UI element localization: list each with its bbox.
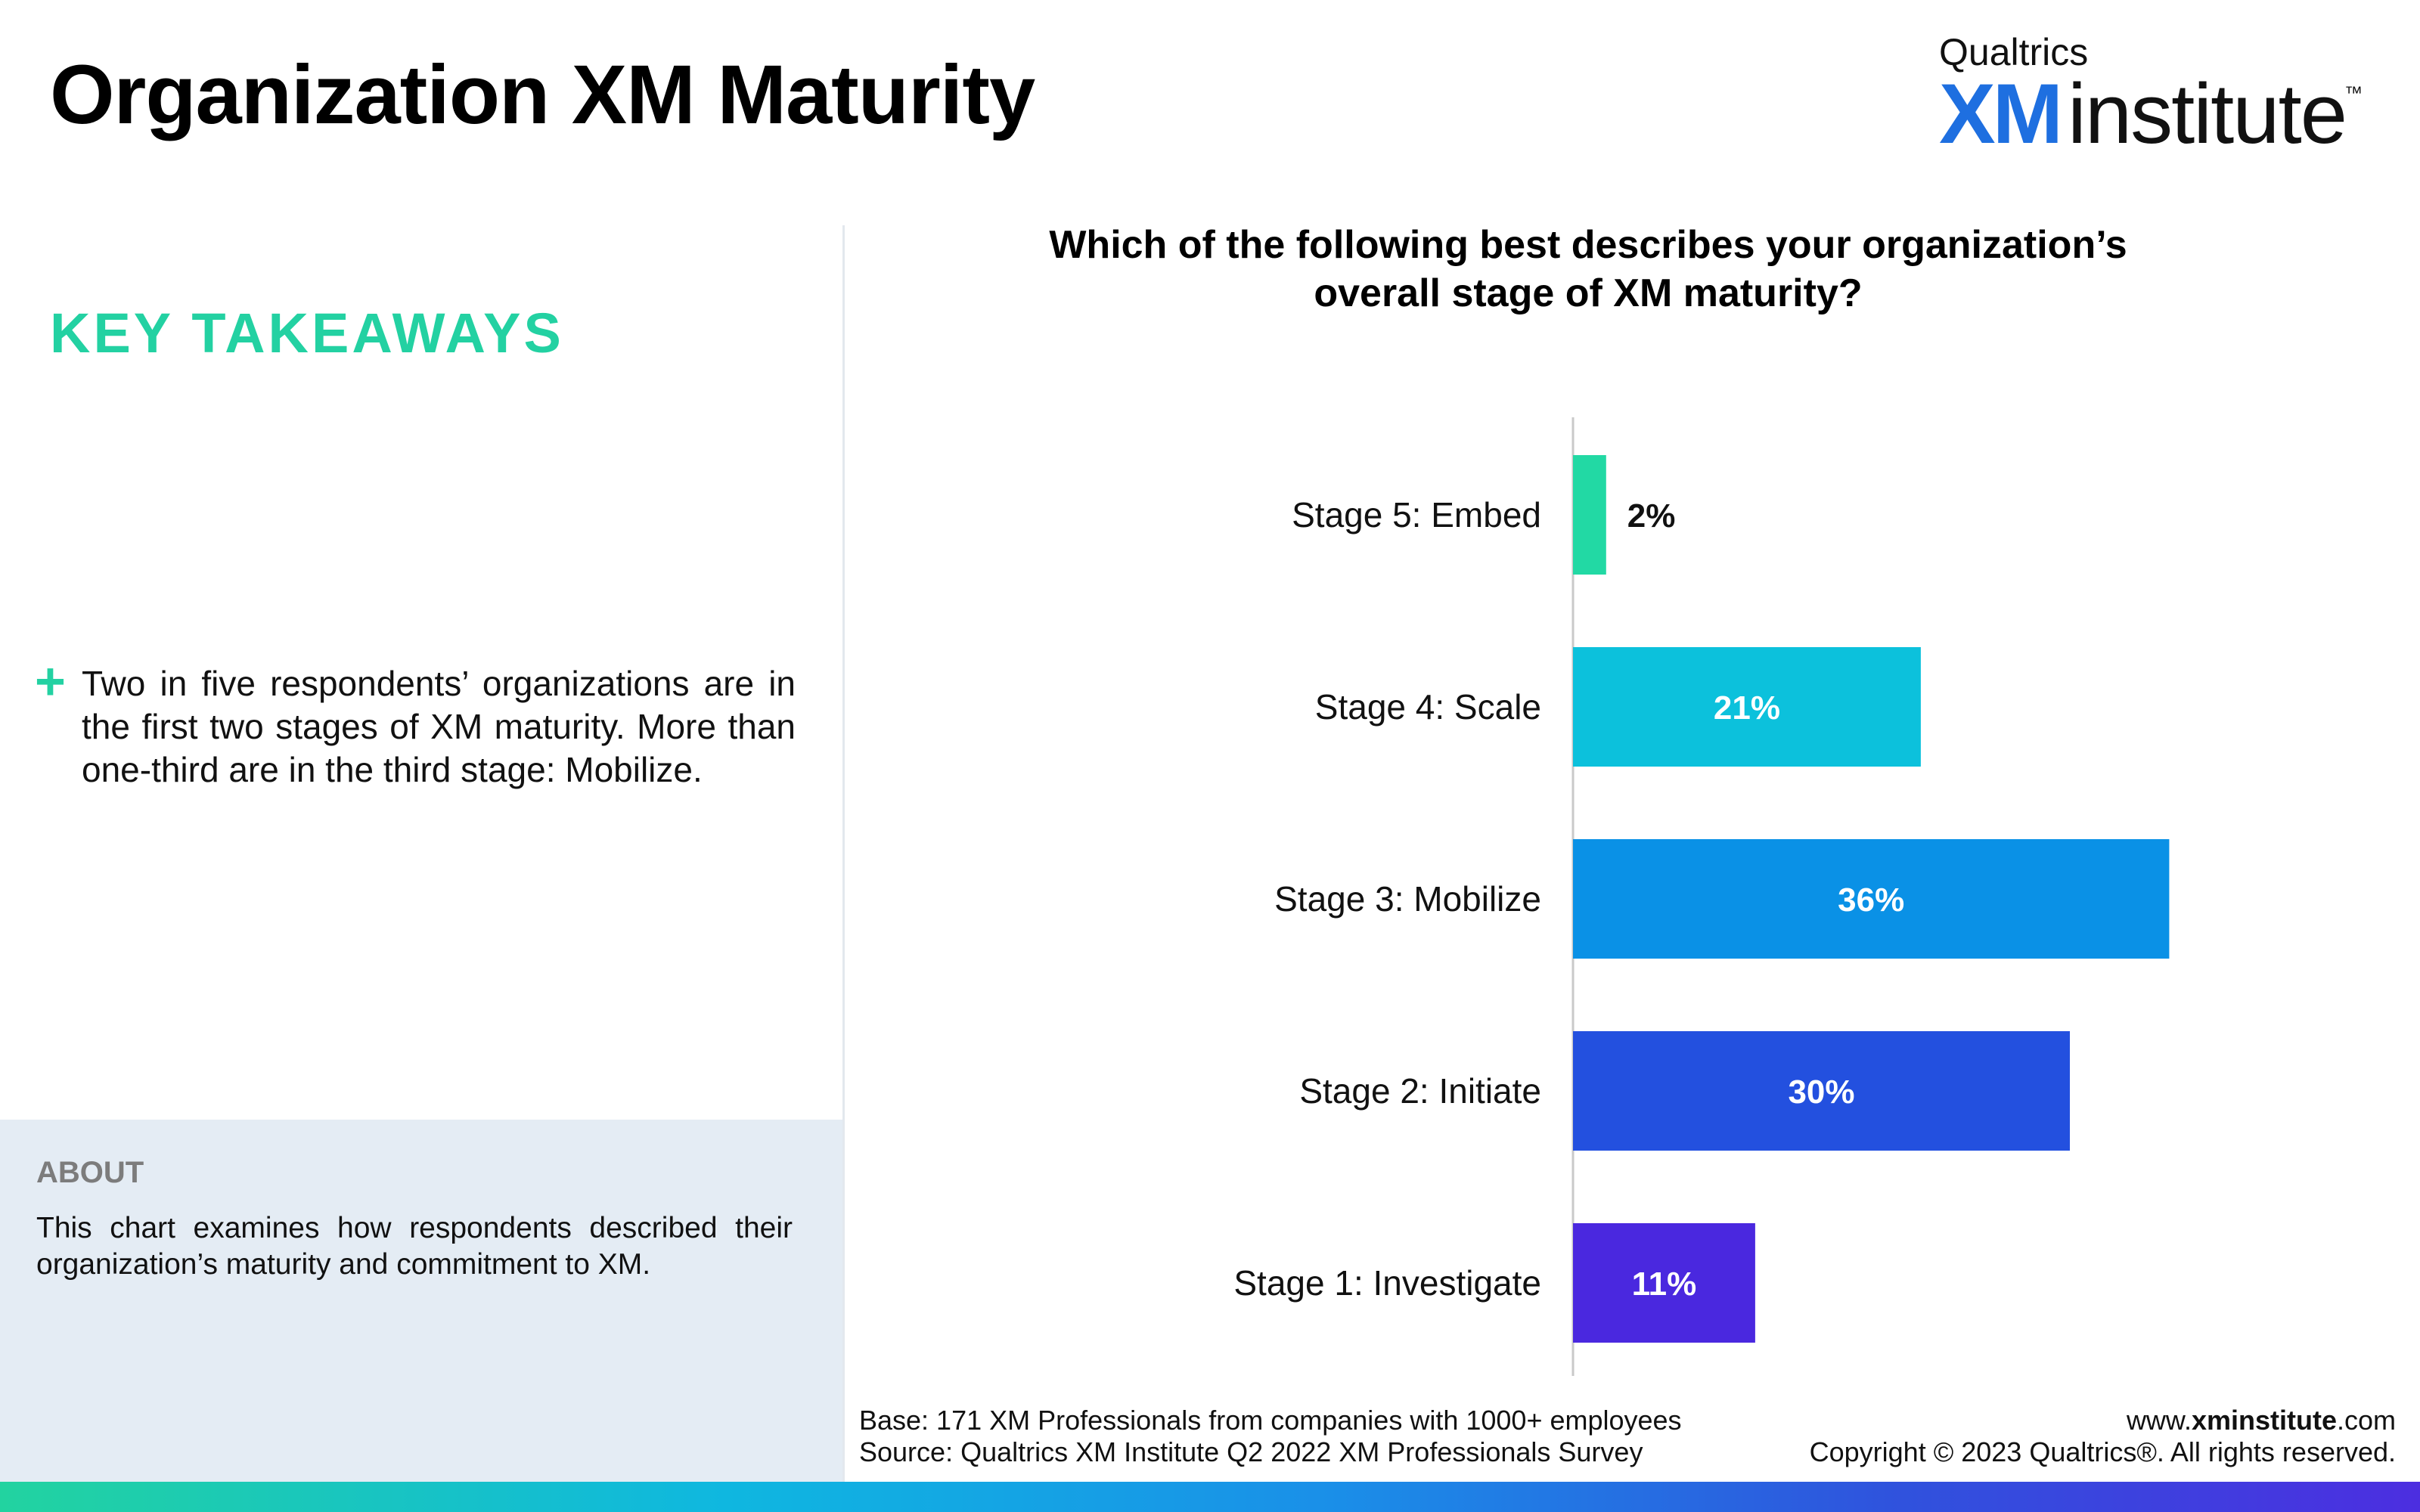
category-label: Stage 5: Embed xyxy=(1292,495,1541,534)
data-label: 30% xyxy=(1788,1074,1854,1111)
about-heading: ABOUT xyxy=(36,1156,144,1189)
panel-divider xyxy=(842,225,845,1482)
footnote: Base: 171 XM Professionals from companie… xyxy=(859,1405,1682,1468)
chart-title-line: overall stage of XM maturity? xyxy=(1314,271,1863,315)
copyright: Copyright © 2023 Qualtrics®. All rights … xyxy=(1809,1436,2396,1467)
bar xyxy=(1573,839,2170,959)
bar xyxy=(1573,1223,1755,1343)
source-note: Source: Qualtrics XM Institute Q2 2022 X… xyxy=(859,1436,1643,1467)
data-label: 36% xyxy=(1838,881,1904,919)
key-takeaways-heading: KEY TAKEAWAYS xyxy=(50,302,564,364)
website-domain: xminstitute xyxy=(2191,1405,2337,1436)
data-label: 2% xyxy=(1627,497,1676,534)
category-label: Stage 4: Scale xyxy=(1315,687,1541,727)
page-title: Organization XM Maturity xyxy=(50,48,1035,141)
about-text: This chart examines how respondents desc… xyxy=(36,1212,793,1281)
website-prefix: www. xyxy=(2126,1405,2192,1436)
website-link[interactable]: www.xminstitute.com xyxy=(1810,1405,2396,1436)
chart-title: Which of the following best describes yo… xyxy=(960,221,2216,318)
base-note: Base: 171 XM Professionals from companie… xyxy=(859,1405,1682,1436)
plus-icon: + xyxy=(35,652,66,711)
brand-logo: Qualtrics XM institute ™ xyxy=(1939,30,2363,161)
category-label: Stage 2: Initiate xyxy=(1299,1071,1541,1111)
bar xyxy=(1573,647,1921,767)
category-label: Stage 3: Mobilize xyxy=(1274,879,1541,919)
takeaway-item: Two in five respondents’ organizations a… xyxy=(82,664,796,789)
brand-logo-trademark: ™ xyxy=(2344,83,2363,104)
brand-logo-xm: XM xyxy=(1939,67,2063,161)
bar xyxy=(1573,1031,2070,1151)
chart-title-line: Which of the following best describes yo… xyxy=(1049,223,2127,267)
gradient-bar xyxy=(0,1482,2420,1512)
data-label: 21% xyxy=(1714,689,1780,727)
website-suffix: .com xyxy=(2336,1405,2396,1436)
bar xyxy=(1573,455,1606,575)
brand-logo-qualtrics: Qualtrics xyxy=(1939,31,2089,73)
footer-right: www.xminstitute.com Copyright © 2023 Qua… xyxy=(1810,1405,2396,1468)
brand-logo-institute: institute xyxy=(2068,67,2347,161)
category-label: Stage 1: Investigate xyxy=(1233,1263,1541,1303)
about-panel: ABOUT This chart examines how respondent… xyxy=(0,1120,842,1483)
data-label: 11% xyxy=(1632,1266,1697,1303)
